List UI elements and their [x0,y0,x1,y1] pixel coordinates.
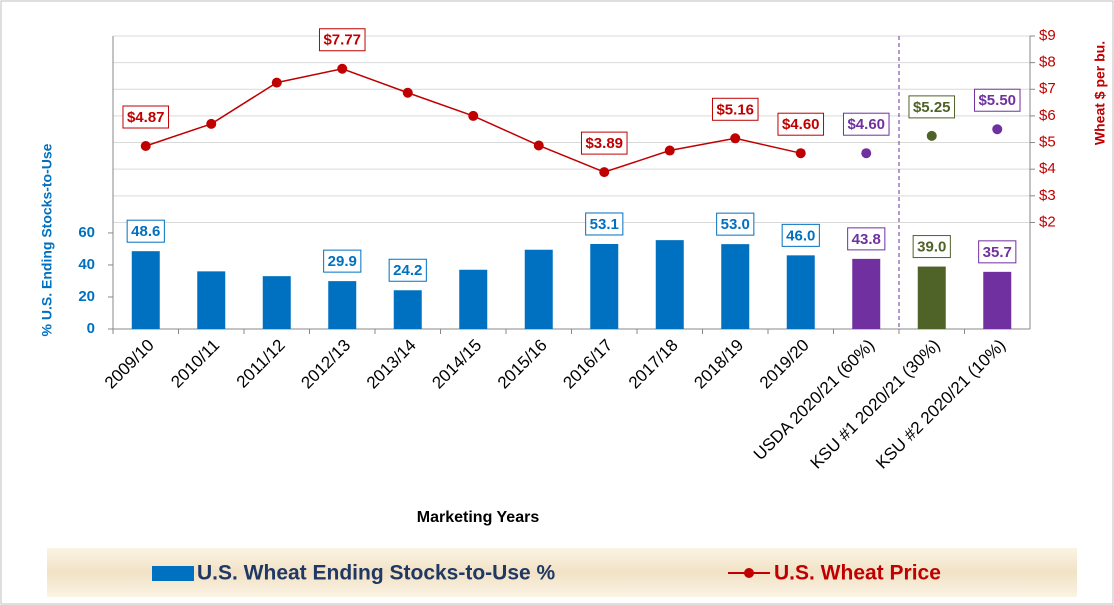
data-label-box [716,212,755,236]
data-label-box [126,219,165,243]
data-label-box [973,88,1021,112]
y-tick-label: 60 [78,224,95,241]
y2-tick-label: $7 [1039,80,1056,97]
y2-tick-label: $9 [1039,27,1056,44]
bar [590,243,619,329]
data-label: 46.0 [786,227,815,244]
x-axis-title: Marketing Years [417,509,540,526]
y-tick-label: 20 [78,288,95,305]
data-label: $4.60 [847,116,885,133]
y2-tick-label: $8 [1039,54,1056,71]
data-label-box [318,28,366,52]
legend-label: U.S. Wheat Ending Stocks-to-Use % [197,562,556,585]
price-point [730,133,741,144]
y-tick-label: 40 [78,256,95,273]
price-point [664,145,675,156]
bar [328,281,357,329]
data-label: 24.2 [393,262,422,279]
data-label-box [122,105,170,129]
data-label: 53.0 [721,216,750,233]
price-point [337,63,348,74]
data-label: 29.9 [328,253,357,270]
bar [721,244,750,329]
bar [459,269,488,329]
data-label-box [388,258,427,282]
price-point [861,148,872,159]
data-label: $5.50 [978,92,1016,109]
data-label-box [908,95,956,119]
price-point [140,141,151,152]
price-point [533,140,544,151]
data-label: 43.8 [852,231,881,248]
data-label: 48.6 [131,223,160,240]
y2-axis-title: Wheat $ per bu. [1092,41,1108,145]
data-label: $5.25 [913,99,951,116]
y-tick-label: 0 [87,320,95,337]
data-label-box [580,131,628,155]
y2-tick-label: $3 [1039,187,1056,204]
price-point [992,124,1003,135]
data-label: $4.60 [782,116,820,133]
price-point [599,167,610,178]
y2-tick-label: $2 [1039,213,1056,230]
price-point [795,148,806,159]
bar [197,271,226,329]
y2-tick-label: $5 [1039,134,1056,151]
bar [655,240,684,329]
data-label-box [777,112,825,136]
data-label-box [847,227,886,251]
legend-swatch [744,568,754,578]
y2-tick-label: $4 [1039,160,1056,177]
data-label-box [842,112,890,136]
data-label-box [323,249,362,273]
data-label-box [978,240,1017,264]
data-label: $4.87 [127,109,165,126]
price-point [402,87,413,98]
y2-tick-label: $6 [1039,107,1056,124]
bar [983,271,1012,329]
bar [393,290,422,329]
data-label-box [781,223,820,247]
data-label: 53.1 [590,216,619,233]
data-label: $5.16 [716,101,754,118]
data-label: 39.0 [917,239,946,256]
bar [524,249,553,329]
price-point [468,110,479,121]
y-axis-title: % U.S. Ending Stocks-to-Use [39,143,55,336]
bar [917,266,946,329]
data-label-box [711,97,759,121]
price-point [926,130,937,141]
data-label-box [912,235,951,259]
legend-swatch [152,566,194,581]
price-point [271,77,282,88]
bar [786,255,815,329]
data-label-box [585,212,624,236]
bar [262,276,291,329]
legend-box [47,548,1077,597]
bar [852,258,881,329]
price-point [206,118,217,129]
data-label: $7.77 [323,32,361,49]
data-label: 35.7 [983,244,1012,261]
data-label: $3.89 [585,135,623,152]
bar [131,251,160,329]
legend-label: U.S. Wheat Price [774,562,941,585]
